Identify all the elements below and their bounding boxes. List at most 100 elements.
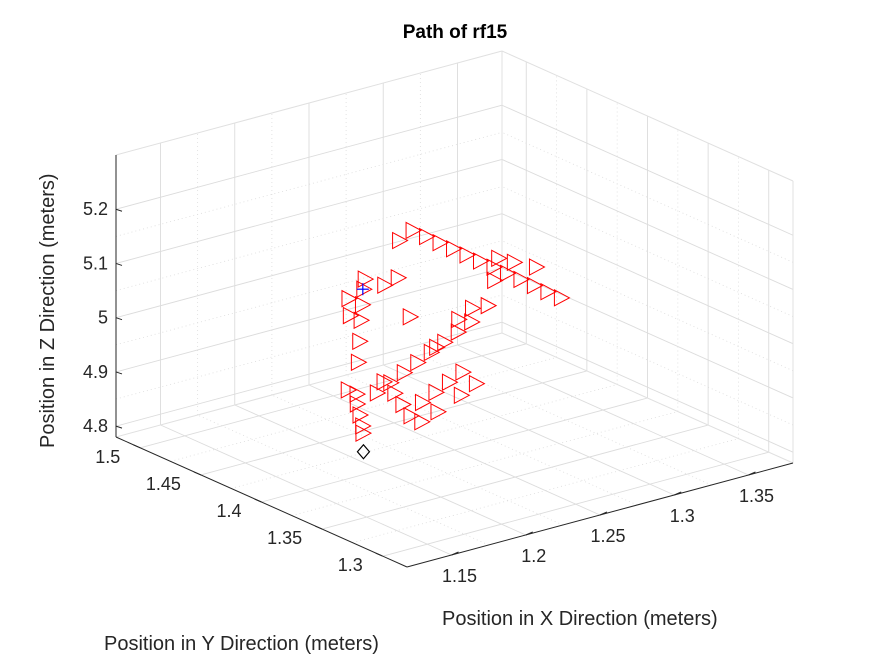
point-marker — [464, 313, 481, 331]
y-axis-label: Position in Y Direction (meters) — [104, 633, 379, 655]
point-marker — [352, 332, 369, 351]
x-tick — [748, 471, 756, 476]
point-marker — [390, 268, 408, 287]
y-tick — [254, 498, 262, 503]
point-marker — [383, 373, 400, 392]
point-marker — [432, 233, 450, 252]
point-marker — [414, 393, 432, 412]
z-tick-label: 4.8 — [83, 416, 108, 436]
z-tick-label: 5 — [98, 308, 108, 328]
x-tick — [525, 531, 533, 536]
point-marker — [387, 384, 404, 403]
x-tick — [674, 491, 682, 496]
point-marker — [429, 338, 446, 357]
point-marker — [340, 381, 358, 399]
axes — [115, 155, 794, 568]
point-marker — [396, 363, 414, 382]
point-marker — [486, 258, 504, 277]
z-tick — [115, 262, 123, 266]
y-tick — [133, 444, 141, 449]
x-tick-label: 1.35 — [739, 486, 774, 506]
point-marker — [553, 289, 571, 307]
box-edge — [501, 332, 794, 464]
point-marker — [499, 264, 517, 283]
point-marker — [430, 402, 448, 421]
z-tick — [115, 425, 123, 429]
x-tick-label: 1.15 — [442, 566, 477, 586]
point-marker — [450, 323, 468, 341]
point-marker — [513, 270, 531, 289]
x-tick — [599, 511, 608, 516]
point-marker — [353, 311, 371, 330]
y-tick-label: 1.5 — [95, 447, 120, 467]
point-marker — [354, 295, 372, 314]
point-marker — [526, 276, 544, 295]
point-marker — [419, 227, 436, 246]
point-marker — [352, 406, 370, 424]
point-marker — [369, 384, 387, 402]
end-marker — [356, 283, 369, 296]
point-marker — [528, 258, 546, 276]
start-marker — [356, 443, 371, 460]
z-tick-label: 4.9 — [83, 362, 108, 382]
z-tick-label: 5.1 — [83, 253, 108, 273]
box-edge — [115, 50, 503, 156]
grid-line — [200, 370, 587, 476]
grid-line — [115, 213, 503, 319]
data-points — [340, 221, 571, 460]
point-marker — [480, 296, 498, 315]
grid-line — [261, 397, 648, 503]
x-tick-label: 1.25 — [590, 526, 625, 546]
point-marker — [540, 282, 557, 301]
point-marker — [437, 333, 454, 352]
point-marker — [402, 308, 420, 326]
x-tick — [451, 551, 459, 556]
tick-labels: 1.15 1.2 1.25 1.3 1.35 1.3 1.35 1.4 1.45 1.5 4.8 4.… — [83, 199, 774, 586]
point-marker — [410, 353, 427, 372]
point-marker — [455, 363, 472, 381]
point-marker — [377, 276, 394, 295]
y-tick-label: 1.45 — [146, 474, 181, 494]
x-axis-label: Position in X Direction (meters) — [442, 608, 718, 630]
point-marker — [403, 406, 421, 425]
point-marker — [355, 424, 373, 442]
point-marker — [491, 249, 508, 268]
point-marker — [506, 253, 524, 272]
grid-line — [140, 343, 527, 449]
point-marker — [414, 412, 431, 431]
y-tick-label: 1.35 — [267, 528, 302, 548]
grid-line — [501, 104, 794, 236]
grid-lines — [115, 50, 794, 557]
point-marker — [395, 395, 412, 414]
z-tick-label: 5.2 — [83, 199, 108, 219]
y-tick — [314, 525, 323, 530]
point-marker — [423, 343, 441, 362]
point-marker — [349, 385, 367, 403]
y-tick-label: 1.3 — [338, 555, 363, 575]
point-marker — [451, 310, 468, 329]
point-marker — [465, 299, 482, 318]
point-marker — [428, 383, 446, 402]
point-marker — [341, 289, 359, 308]
point-marker — [405, 221, 423, 240]
grid-line — [501, 159, 794, 290]
point-marker — [342, 306, 360, 325]
z-tick — [115, 208, 123, 212]
point-marker — [446, 239, 463, 258]
grid-line — [115, 104, 503, 210]
x-tick-label: 1.3 — [670, 506, 695, 526]
grid-line — [501, 321, 794, 453]
point-marker — [472, 252, 490, 270]
grid-line — [501, 213, 794, 345]
point-marker — [349, 395, 367, 413]
chart-title: Path of rf15 — [403, 22, 508, 43]
z-tick — [115, 317, 123, 321]
y-tick — [193, 471, 202, 476]
grid-line — [322, 424, 709, 530]
point-marker — [487, 271, 504, 290]
point-marker — [453, 386, 471, 405]
box-edge — [501, 50, 794, 182]
point-marker — [459, 246, 477, 264]
grid-line — [115, 267, 503, 373]
